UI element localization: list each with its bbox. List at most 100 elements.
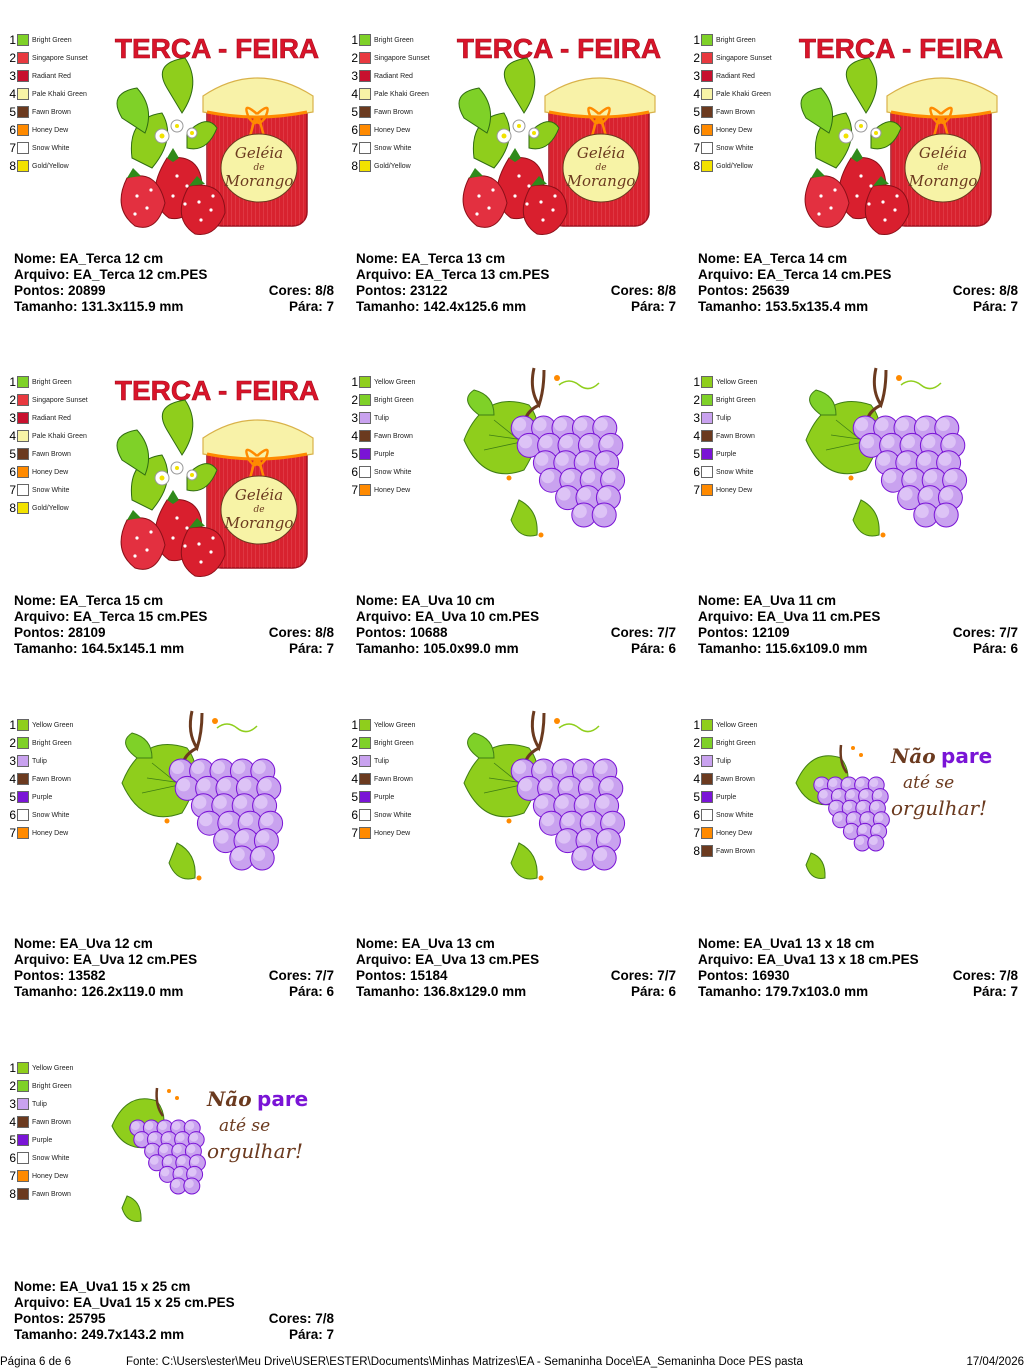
thread-swatch: [17, 1080, 29, 1092]
thread-name: Bright Green: [374, 37, 414, 44]
thread-swatch: [17, 34, 29, 46]
thread-swatch: [359, 106, 371, 118]
grape-artwork: [463, 710, 626, 881]
stop-count: Pára: 7: [630, 299, 676, 314]
thread-name: Snow White: [374, 469, 412, 476]
color-count: Cores: 8/8: [268, 283, 334, 298]
design-preview: [791, 360, 1011, 580]
thread-number: 5: [351, 790, 358, 804]
thread-number: 5: [9, 447, 16, 461]
thread-swatch: [701, 809, 713, 821]
thread-name: Purple: [374, 451, 395, 458]
leaves: [458, 57, 560, 169]
design-card: 1 Yellow Green 2 Bright Green 3 Tulip 4 …: [2, 693, 334, 1028]
thread-number: 7: [351, 826, 358, 840]
stop-count: Pára: 7: [288, 299, 334, 314]
label-line-1: Geléia: [235, 486, 283, 504]
strawberry-jam-artwork: TERÇA - FEIRA Geléia de Morango: [799, 33, 1003, 236]
design-size: Tamanho: 164.5x145.1 mm: [14, 641, 185, 656]
leaves: [116, 399, 218, 511]
thread-number: 2: [693, 736, 700, 750]
page-number: Página 6 de 6: [0, 1356, 71, 1368]
label-line-2: de: [253, 163, 264, 173]
page-footer: Página 6 de 6 Fonte: C:\Users\ester\Meu …: [0, 1355, 1024, 1370]
flowers: [496, 119, 540, 144]
design-card: 1 Bright Green 2 Singapore Sunset 3 Radi…: [344, 8, 676, 343]
thread-number: 2: [693, 393, 700, 407]
print-date: 17/04/2026: [966, 1356, 1024, 1368]
thread-number: 7: [693, 483, 700, 497]
thread-number: 8: [9, 1187, 16, 1201]
design-file: Arquivo: EA_Terca 15 cm.PES: [14, 609, 208, 624]
grape-cluster: [168, 758, 284, 871]
art-title: TERÇA - FEIRA: [115, 375, 319, 406]
thread-name: Honey Dew: [374, 830, 411, 837]
thread-number: 4: [351, 429, 358, 443]
thread-name: Bright Green: [716, 397, 756, 404]
label-line-3: Morango: [224, 514, 294, 532]
stitch-count: Pontos: 25795: [14, 1311, 106, 1326]
design-preview: [449, 360, 669, 580]
thread-swatch: [17, 160, 29, 172]
thread-name: Yellow Green: [716, 379, 758, 386]
thread-name: Snow White: [32, 1155, 70, 1162]
stitch-count: Pontos: 13582: [14, 968, 106, 983]
thread-number: 6: [9, 123, 16, 137]
thread-swatch: [17, 1170, 29, 1182]
quote-word-pare: pare: [941, 744, 992, 768]
thread-swatch: [17, 52, 29, 64]
thread-name: Bright Green: [32, 37, 72, 44]
strawberries: [804, 148, 910, 236]
design-name: Nome: EA_Uva 11 cm: [698, 593, 837, 608]
leaves: [116, 57, 218, 169]
design-info: Nome: EA_Uva 13 cm Arquivo: EA_Uva 13 cm…: [356, 936, 676, 1000]
thread-swatch: [17, 791, 29, 803]
thread-number: 6: [693, 465, 700, 479]
thread-number: 5: [693, 790, 700, 804]
thread-number: 5: [351, 447, 358, 461]
design-size: Tamanho: 115.6x109.0 mm: [698, 641, 868, 656]
thread-name: Yellow Green: [374, 722, 416, 729]
quote-text: Não pare até se orgulhar!: [890, 744, 992, 820]
color-count: Cores: 7/8: [952, 968, 1018, 983]
grape-cluster: [510, 758, 626, 871]
design-name: Nome: EA_Uva1 15 x 25 cm: [14, 1279, 191, 1294]
thread-number: 8: [9, 159, 16, 173]
thread-number: 8: [693, 159, 700, 173]
thread-name: Pale Khaki Green: [716, 91, 771, 98]
thread-number: 5: [351, 105, 358, 119]
grape-quote-artwork: Não pare até se orgulhar!: [795, 744, 992, 879]
thread-number: 2: [9, 736, 16, 750]
jam-jar: Geléia de Morango: [202, 77, 314, 227]
design-name: Nome: EA_Uva 12 cm: [14, 936, 153, 951]
thread-swatch: [701, 484, 713, 496]
thread-name: Tulip: [716, 415, 731, 422]
thread-swatch: [359, 142, 371, 154]
design-name: Nome: EA_Terca 12 cm: [14, 251, 164, 266]
thread-number: 5: [693, 447, 700, 461]
color-count: Cores: 7/7: [610, 625, 676, 640]
thread-swatch: [17, 827, 29, 839]
thread-name: Gold/Yellow: [32, 505, 69, 512]
thread-name: Honey Dew: [32, 127, 69, 134]
design-name: Nome: EA_Uva 10 cm: [356, 593, 495, 608]
design-card: 1 Yellow Green 2 Bright Green 3 Tulip 4 …: [686, 350, 1018, 685]
thread-swatch: [17, 1098, 29, 1110]
thread-name: Honey Dew: [32, 1173, 69, 1180]
thread-name: Fawn Brown: [716, 776, 755, 783]
quote-text: Não pare até se orgulhar!: [206, 1087, 308, 1163]
thread-name: Singapore Sunset: [32, 397, 88, 404]
stop-count: Pára: 7: [972, 984, 1018, 999]
design-file: Arquivo: EA_Uva 12 cm.PES: [14, 952, 198, 967]
quote-line-2: até se: [219, 1116, 270, 1136]
thread-name: Snow White: [716, 812, 754, 819]
thread-swatch: [701, 88, 713, 100]
thread-name: Snow White: [32, 812, 70, 819]
design-card: 1 Bright Green 2 Singapore Sunset 3 Radi…: [2, 350, 334, 685]
thread-name: Radiant Red: [32, 73, 71, 80]
design-size: Tamanho: 126.2x119.0 mm: [14, 984, 184, 999]
design-preview: [107, 703, 327, 923]
design-info: Nome: EA_Uva1 15 x 25 cm Arquivo: EA_Uva…: [14, 1279, 334, 1343]
thread-number: 1: [9, 375, 16, 389]
thread-swatch: [701, 376, 713, 388]
